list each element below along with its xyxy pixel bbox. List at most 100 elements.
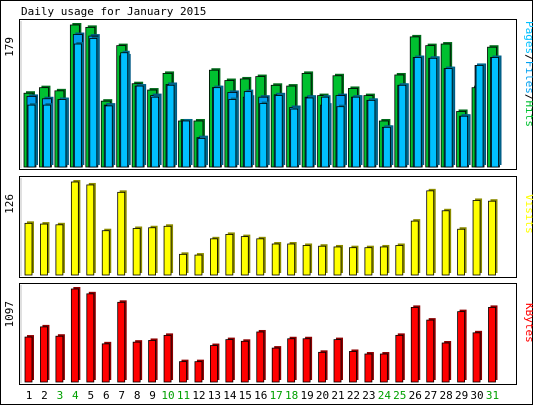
pages-bar [182,118,192,168]
day-label: 1 [26,389,33,402]
kbytes-bar [318,350,328,383]
day-axis-labels: 1 2 3 4 5 6 7 8 9 10 11 12 13 14 15 16 17 18 19 20 21 22 23 24 2… [26,389,499,402]
pages-bar [444,66,455,168]
panel-3: 1097 KBytes [3,283,533,385]
day-label: 12 [192,389,205,402]
pages-bar [429,56,439,168]
day-label: 24 [378,389,392,402]
day-label: 19 [300,389,313,402]
day-label: 6 [103,389,110,402]
day-label: 9 [149,389,156,402]
visits-bar [163,224,174,276]
pages-bar [151,95,161,168]
pages-bar [197,136,207,168]
kbytes-bar [426,318,436,383]
pages-bar [259,101,269,168]
kbytes-bar [379,352,390,383]
chart-title: Daily usage for January 2015 [21,5,206,18]
day-label: 3 [57,389,64,402]
kbytes-bar [70,287,81,383]
day-label: 20 [316,389,329,402]
visits-bar [24,221,34,276]
pages-bar [491,55,501,168]
pages-bar [460,114,470,168]
visits-bar [70,180,81,276]
y-max-label: 179 [3,37,16,57]
kbytes-bar [410,305,421,383]
day-label: 16 [254,389,267,402]
visits-bar [117,190,127,276]
visits-bar [472,198,483,276]
kbytes-bar [364,352,374,383]
day-label: 25 [393,389,406,402]
day-label: 27 [424,389,437,402]
day-label: 23 [362,389,375,402]
pages-bar [321,95,331,168]
day-label: 4 [72,389,79,402]
visits-bar [132,226,143,276]
panel-1: 179 Pages/Files/Hits [3,19,533,170]
kbytes-bar [333,337,343,383]
kbytes-bar [148,338,158,383]
day-label: 8 [134,389,141,402]
pages-bar [27,103,37,168]
pages-bar [290,107,300,168]
pages-bar [475,63,486,168]
pages-bar [243,89,254,168]
kbytes-bar [179,359,189,383]
day-label: 30 [470,389,483,402]
visits-bar [333,244,343,276]
panel-2: 126 Visits [3,176,533,278]
kbytes-bar [194,359,204,383]
day-label: 31 [486,389,499,402]
pages-bar [305,95,316,168]
pages-bar [228,97,238,168]
visits-bar [410,219,421,276]
legend-files: Files [523,61,533,94]
pages-bar [382,125,393,168]
kbytes-bar [24,335,34,383]
visits-bar [457,227,467,276]
pages-bar [413,55,424,168]
visits-bar [55,222,65,276]
pages-bar [212,85,223,168]
visits-bar [209,236,220,276]
visits-bar [271,242,282,276]
kbytes-bar [271,346,282,383]
pages-bar [367,98,377,168]
kbytes-bar [488,305,498,383]
visits-bar [179,252,189,276]
kbytes-bar [40,324,50,383]
day-label: 10 [161,389,174,402]
visits-bar [40,222,50,276]
visits-bar [256,236,266,276]
visits-bar [225,232,235,276]
kbytes-bar [225,337,235,383]
visits-bar [194,253,204,276]
day-label: 11 [177,389,190,402]
pages-bar [58,97,68,168]
kbytes-bar [55,334,65,383]
visits-bar [441,208,452,276]
kbytes-bar [302,336,313,383]
visits-bar [349,245,359,276]
series-legend: Visits [523,194,533,234]
visits-bar [395,243,405,276]
chart-panels: 179 Pages/Files/Hits 126 Visits 1097 KBytes [3,19,533,385]
day-label: 13 [208,389,221,402]
pages-bar [166,83,177,168]
visits-bar [101,228,112,276]
legend-hits: Hits [523,101,533,128]
kbytes-bar [86,291,96,383]
kbytes-bar [349,349,359,383]
kbytes-bar [240,339,251,383]
pages-bar [120,50,130,168]
day-label: 2 [41,389,48,402]
visits-bar [318,244,328,276]
legend-pages: Pages [523,21,533,54]
kbytes-bar [457,309,467,383]
pages-bar [73,42,84,168]
kbytes-bar [209,343,220,383]
